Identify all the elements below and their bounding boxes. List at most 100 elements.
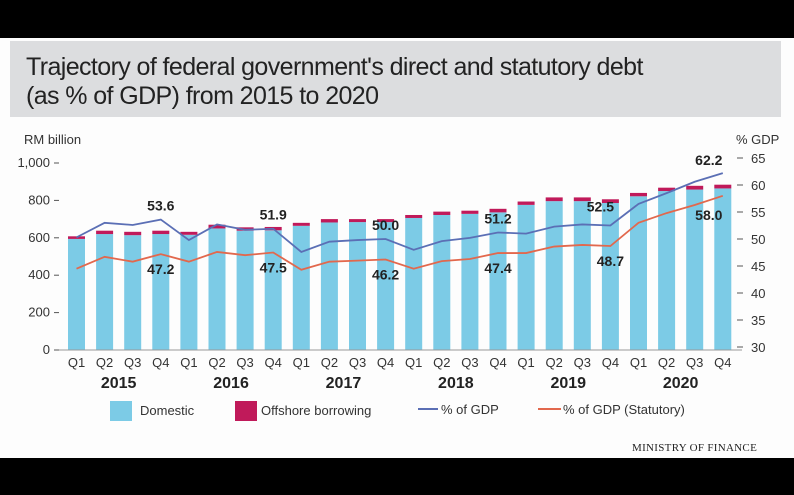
bar-domestic xyxy=(489,212,507,350)
annotations-group: 53.6 47.2 51.9 47.5 50.0 46.2 51.2 47.4 52.5 48.7… xyxy=(147,152,722,282)
bar-offshore xyxy=(292,222,310,226)
bar-domestic xyxy=(405,217,423,350)
bar-offshore xyxy=(545,197,563,202)
bar-domestic xyxy=(236,230,254,350)
x-tick-label: Q3 xyxy=(461,355,478,370)
x-tick-label: Q1 xyxy=(630,355,647,370)
data-label: 46.2 xyxy=(372,267,399,283)
x-tick-label: Q1 xyxy=(180,355,197,370)
year-label: 2016 xyxy=(213,375,249,392)
bars-group xyxy=(68,184,732,350)
legend-label-statutory: % of GDP (Statutory) xyxy=(563,402,685,417)
bar-offshore xyxy=(124,231,142,236)
bar-domestic xyxy=(180,234,198,350)
legend-swatch-domestic xyxy=(110,401,132,421)
data-label: 47.4 xyxy=(484,260,511,276)
x-tick-label: Q4 xyxy=(602,355,619,370)
bar-domestic xyxy=(152,234,170,350)
bar-offshore xyxy=(349,219,366,223)
x-tick-label: Q3 xyxy=(686,355,703,370)
y-tick-label: 600 xyxy=(28,230,50,245)
bar-offshore xyxy=(601,199,619,204)
bar-domestic xyxy=(573,201,591,350)
data-label: 58.0 xyxy=(695,207,722,223)
y2-tick-label: 45 xyxy=(751,259,765,274)
x-tick-label: Q4 xyxy=(265,355,282,370)
bar-domestic xyxy=(320,222,338,350)
chart-title-line1: Trajectory of federal government's direc… xyxy=(26,53,643,81)
gdp-line xyxy=(76,172,724,253)
y2-tick-label: 30 xyxy=(751,340,765,355)
data-label: 53.6 xyxy=(147,198,174,214)
legend-label-domestic: Domestic xyxy=(140,403,195,418)
bar-domestic xyxy=(292,225,310,350)
data-label: 47.2 xyxy=(147,261,174,277)
statutory-line xyxy=(76,194,724,271)
legend-label-offshore: Offshore borrowing xyxy=(261,403,371,418)
bar-offshore xyxy=(714,184,732,189)
bar-domestic xyxy=(714,188,732,350)
data-label: 51.2 xyxy=(484,211,511,227)
data-label: 48.7 xyxy=(597,253,624,269)
year-label: 2018 xyxy=(438,375,474,392)
bar-offshore xyxy=(152,230,170,235)
year-label: 2019 xyxy=(550,375,586,392)
data-label: 52.5 xyxy=(587,199,614,215)
bar-domestic xyxy=(68,238,85,350)
x-tick-label: Q3 xyxy=(349,355,366,370)
bar-offshore xyxy=(658,187,676,192)
year-label: 2017 xyxy=(326,375,362,392)
y-tick-label: 1,000 xyxy=(17,155,50,170)
bar-offshore xyxy=(208,224,226,229)
bar-domestic xyxy=(264,230,282,350)
chart-title-line2: (as % of GDP) from 2015 to 2020 xyxy=(26,82,379,110)
axes-group: 0 200 400 600 800 1,000 30 35 40 45 50 55 60 65 Q1 Q2 Q3… xyxy=(17,151,765,392)
bar-domestic xyxy=(517,204,535,350)
y2-tick-label: 65 xyxy=(751,151,765,166)
legend: Domestic Offshore borrowing % of GDP % of G… xyxy=(110,401,685,421)
bar-domestic xyxy=(658,191,676,350)
bar-offshore xyxy=(686,185,704,190)
x-tick-label: Q1 xyxy=(517,355,534,370)
title-banner: Trajectory of federal government's direc… xyxy=(10,41,781,117)
bar-domestic xyxy=(349,222,366,350)
legend-swatch-offshore xyxy=(235,401,257,421)
x-tick-label: Q3 xyxy=(236,355,253,370)
source-credit: MINISTRY OF FINANCE xyxy=(632,442,757,454)
x-tick-label: Q2 xyxy=(546,355,563,370)
bar-domestic xyxy=(461,213,479,350)
x-tick-label: Q1 xyxy=(293,355,310,370)
bar-domestic xyxy=(208,228,226,350)
bar-domestic xyxy=(124,235,142,350)
chart-title: Trajectory of federal government's direc… xyxy=(26,53,643,111)
bar-domestic xyxy=(545,201,563,350)
x-tick-label: Q1 xyxy=(68,355,85,370)
bar-offshore xyxy=(630,192,647,197)
y2-tick-label: 40 xyxy=(751,286,765,301)
data-label: 51.9 xyxy=(260,207,287,223)
lines-group xyxy=(76,172,724,271)
bar-offshore xyxy=(377,219,395,223)
x-tick-label: Q2 xyxy=(321,355,338,370)
x-tick-label: Q4 xyxy=(152,355,169,370)
bar-domestic xyxy=(433,214,451,350)
bar-domestic xyxy=(601,203,619,350)
year-label: 2020 xyxy=(663,375,699,392)
y-tick-label: 800 xyxy=(28,192,50,207)
x-tick-label: Q2 xyxy=(658,355,675,370)
bar-offshore xyxy=(517,201,535,205)
x-tick-label: Q4 xyxy=(377,355,394,370)
data-label: 47.5 xyxy=(260,260,287,276)
bar-offshore xyxy=(320,219,338,223)
y-tick-label: 200 xyxy=(28,305,50,320)
y2-tick-label: 35 xyxy=(751,313,765,328)
bar-offshore xyxy=(180,231,198,235)
y-axis-label: RM billion xyxy=(24,132,81,147)
x-tick-label: Q1 xyxy=(405,355,422,370)
bar-offshore xyxy=(405,214,423,218)
legend-label-gdp: % of GDP xyxy=(441,402,499,417)
bar-domestic xyxy=(96,234,114,350)
y2-axis-label: % GDP xyxy=(736,132,779,147)
x-tick-label: Q2 xyxy=(433,355,450,370)
x-tick-label: Q2 xyxy=(208,355,225,370)
